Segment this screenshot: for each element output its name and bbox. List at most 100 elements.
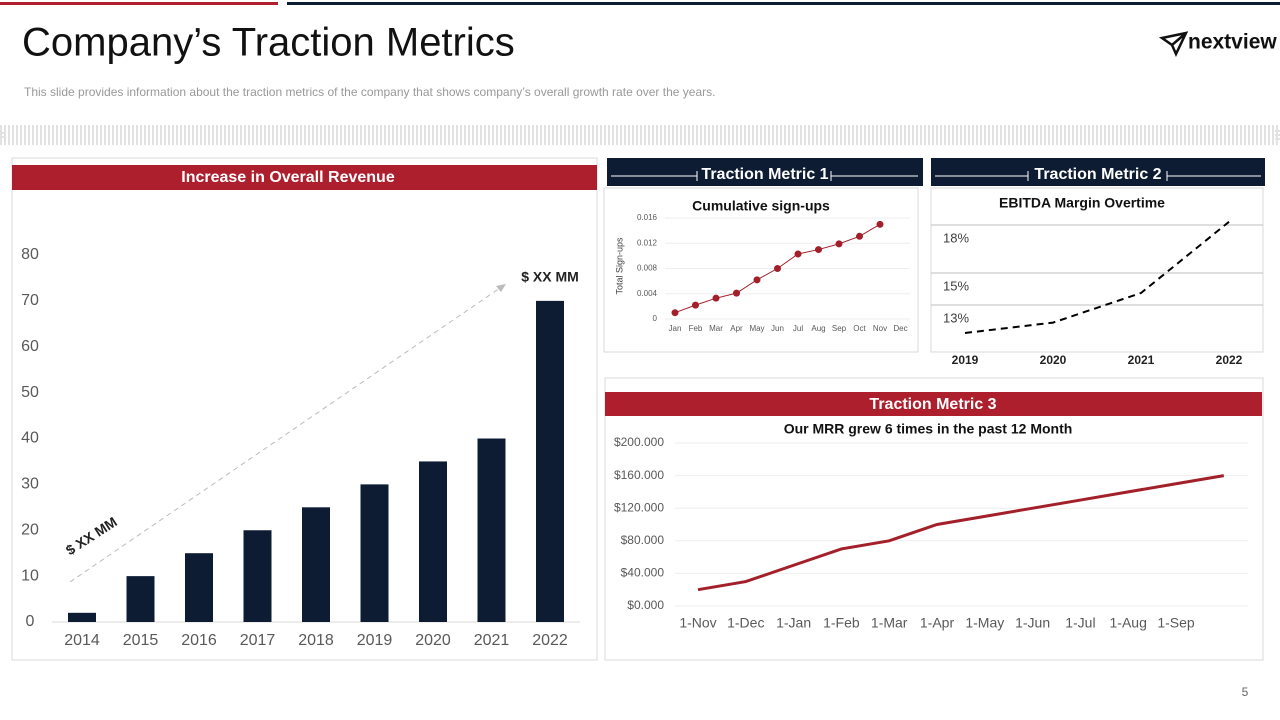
y-tick-label: 13% bbox=[943, 310, 969, 325]
y-tick-label: 0.004 bbox=[637, 289, 658, 298]
bar bbox=[68, 612, 96, 622]
x-tick-label: 1-Apr bbox=[920, 615, 955, 631]
chart-title: Our MRR grew 6 times in the past 12 Mont… bbox=[784, 421, 1073, 437]
x-tick-label: Jul bbox=[793, 324, 803, 333]
y-tick-label: $40.000 bbox=[621, 566, 665, 580]
x-tick-label: Dec bbox=[893, 324, 907, 333]
slide-title: Company’s Traction Metrics bbox=[22, 21, 515, 65]
top-bar-navy bbox=[287, 2, 1280, 5]
x-tick-label: Sep bbox=[832, 324, 847, 333]
top-bar-red bbox=[0, 2, 278, 5]
y-tick-label: 60 bbox=[21, 338, 39, 355]
marker bbox=[712, 294, 720, 302]
marker bbox=[671, 309, 679, 317]
x-tick-label: 2017 bbox=[240, 632, 276, 649]
chart-title: Cumulative sign-ups bbox=[692, 198, 830, 214]
bar bbox=[360, 484, 389, 622]
x-tick-label: Jun bbox=[771, 324, 784, 333]
x-tick-label: 1-Jan bbox=[776, 615, 811, 631]
bar bbox=[243, 530, 272, 622]
bar bbox=[477, 438, 506, 622]
y-tick-label: 0.012 bbox=[637, 238, 658, 247]
y-tick-label: 40 bbox=[21, 430, 39, 447]
x-tick-label: Aug bbox=[811, 324, 825, 333]
y-tick-label: 15% bbox=[943, 278, 969, 293]
panel-tm2 bbox=[930, 187, 1264, 353]
logo-text: nextview bbox=[1188, 31, 1277, 54]
y-tick-label: 10 bbox=[21, 567, 39, 584]
marker bbox=[774, 265, 781, 272]
x-tick-label: 2020 bbox=[415, 632, 451, 649]
y-tick-label: 50 bbox=[21, 384, 39, 401]
x-tick-label: 2021 bbox=[1128, 353, 1155, 367]
panel-revenue bbox=[11, 157, 598, 661]
panel-title: Traction Metric 2 bbox=[1034, 166, 1161, 183]
logo-icon bbox=[1158, 31, 1189, 57]
bar bbox=[536, 300, 564, 622]
marker bbox=[835, 240, 843, 248]
bar bbox=[419, 461, 447, 622]
y-tick-label: $160.000 bbox=[614, 468, 664, 482]
x-tick-label: 1-Jun bbox=[1015, 615, 1050, 631]
y-tick-label: 18% bbox=[943, 230, 969, 245]
x-tick-label: 2018 bbox=[298, 632, 334, 649]
trend-arrow bbox=[69, 287, 501, 583]
x-tick-label: 2015 bbox=[123, 632, 159, 649]
panel-title: Increase in Overall Revenue bbox=[181, 169, 395, 186]
x-tick-label: Oct bbox=[853, 324, 866, 333]
marker bbox=[815, 246, 822, 254]
y-tick-label: 0 bbox=[653, 314, 658, 323]
page-number: 5 bbox=[1242, 685, 1249, 699]
bar bbox=[302, 507, 330, 622]
annotation: $ XX MM bbox=[521, 269, 579, 285]
x-tick-label: 2016 bbox=[181, 632, 217, 649]
x-tick-label: 2022 bbox=[532, 632, 568, 649]
y-tick-label: $0.000 bbox=[627, 598, 664, 612]
y-tick-label: 70 bbox=[21, 292, 39, 309]
x-tick-label: 2020 bbox=[1040, 353, 1067, 367]
x-tick-label: Jan bbox=[669, 324, 682, 333]
x-tick-label: 2021 bbox=[474, 632, 510, 649]
x-tick-label: Apr bbox=[730, 324, 743, 333]
panel-header bbox=[12, 165, 597, 190]
panel-header bbox=[605, 392, 1262, 416]
y-axis-label: Total Sign-ups bbox=[614, 237, 624, 295]
x-tick-label: Feb bbox=[689, 324, 703, 333]
panel-tm3 bbox=[604, 377, 1264, 661]
panel-header bbox=[607, 158, 923, 186]
x-tick-label: 2014 bbox=[64, 632, 100, 649]
dotted-band bbox=[0, 125, 1280, 145]
y-tick-label: 80 bbox=[21, 246, 39, 263]
x-tick-label: 1-Mar bbox=[871, 615, 908, 631]
panel-header bbox=[931, 158, 1265, 186]
x-tick-label: 1-Jul bbox=[1065, 615, 1095, 631]
panel-title: Traction Metric 1 bbox=[701, 166, 828, 183]
x-tick-label: Nov bbox=[873, 324, 887, 333]
annotation: $ XX MM bbox=[63, 514, 120, 559]
y-tick-label: 0.008 bbox=[637, 264, 658, 273]
chart-title: EBITDA Margin Overtime bbox=[999, 195, 1165, 211]
y-tick-label: 20 bbox=[21, 521, 39, 538]
y-tick-label: 0.016 bbox=[637, 213, 658, 222]
marker bbox=[692, 301, 699, 309]
x-tick-label: 2019 bbox=[952, 353, 979, 367]
x-tick-label: May bbox=[749, 324, 764, 333]
bar bbox=[126, 576, 155, 622]
arrow-head bbox=[496, 284, 506, 292]
series-line bbox=[964, 221, 1230, 334]
y-tick-label: $120.000 bbox=[614, 500, 664, 514]
marker bbox=[856, 232, 863, 240]
x-tick-label: Mar bbox=[709, 324, 723, 333]
header-decoration bbox=[935, 171, 1261, 181]
x-tick-label: 1-Feb bbox=[823, 615, 860, 631]
y-tick-label: $80.000 bbox=[621, 533, 665, 547]
marker bbox=[733, 289, 740, 297]
marker bbox=[876, 220, 884, 228]
x-tick-label: 1-May bbox=[965, 615, 1004, 631]
x-tick-label: 2019 bbox=[357, 632, 393, 649]
panel-title: Traction Metric 3 bbox=[869, 396, 996, 413]
x-tick-label: 1-Dec bbox=[727, 615, 764, 631]
y-tick-label: 0 bbox=[26, 613, 35, 630]
x-tick-label: 1-Aug bbox=[1110, 615, 1147, 631]
